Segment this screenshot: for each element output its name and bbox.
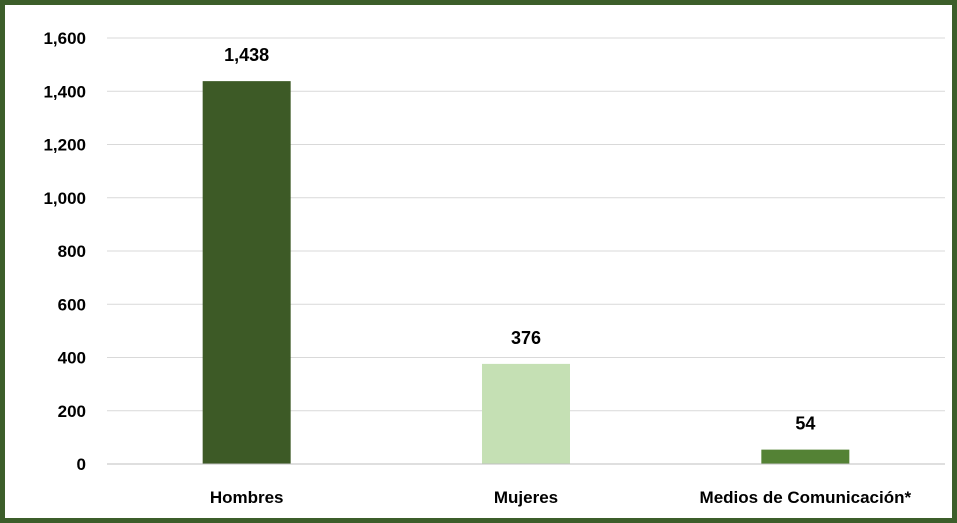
y-tick-label: 1,600 bbox=[43, 29, 86, 48]
y-tick-label: 1,400 bbox=[43, 82, 86, 101]
bars bbox=[202, 81, 850, 464]
y-tick-label: 200 bbox=[58, 402, 86, 421]
y-tick-label: 800 bbox=[58, 242, 86, 261]
data-labels: 1,438 376 54 bbox=[224, 45, 815, 433]
data-label: 376 bbox=[511, 328, 541, 348]
y-tick-label: 600 bbox=[58, 295, 86, 314]
bar-3 bbox=[761, 449, 850, 464]
y-tick-label: 1,200 bbox=[43, 136, 86, 155]
category-label: Hombres bbox=[210, 488, 284, 507]
y-axis-tick-labels: 0 200 400 600 800 1,000 1,200 1,400 1,600 bbox=[43, 29, 86, 474]
y-tick-label: 400 bbox=[58, 349, 86, 368]
bar-1 bbox=[202, 81, 291, 464]
y-tick-label: 1,000 bbox=[43, 189, 86, 208]
category-label: Medios de Comunicación* bbox=[700, 488, 912, 507]
y-tick-label: 0 bbox=[77, 455, 86, 474]
data-label: 1,438 bbox=[224, 45, 269, 65]
category-label: Mujeres bbox=[494, 488, 558, 507]
bar-2 bbox=[482, 363, 570, 464]
x-axis-category-labels: Hombres Mujeres Medios de Comunicación* bbox=[210, 488, 912, 507]
data-label: 54 bbox=[795, 414, 815, 434]
